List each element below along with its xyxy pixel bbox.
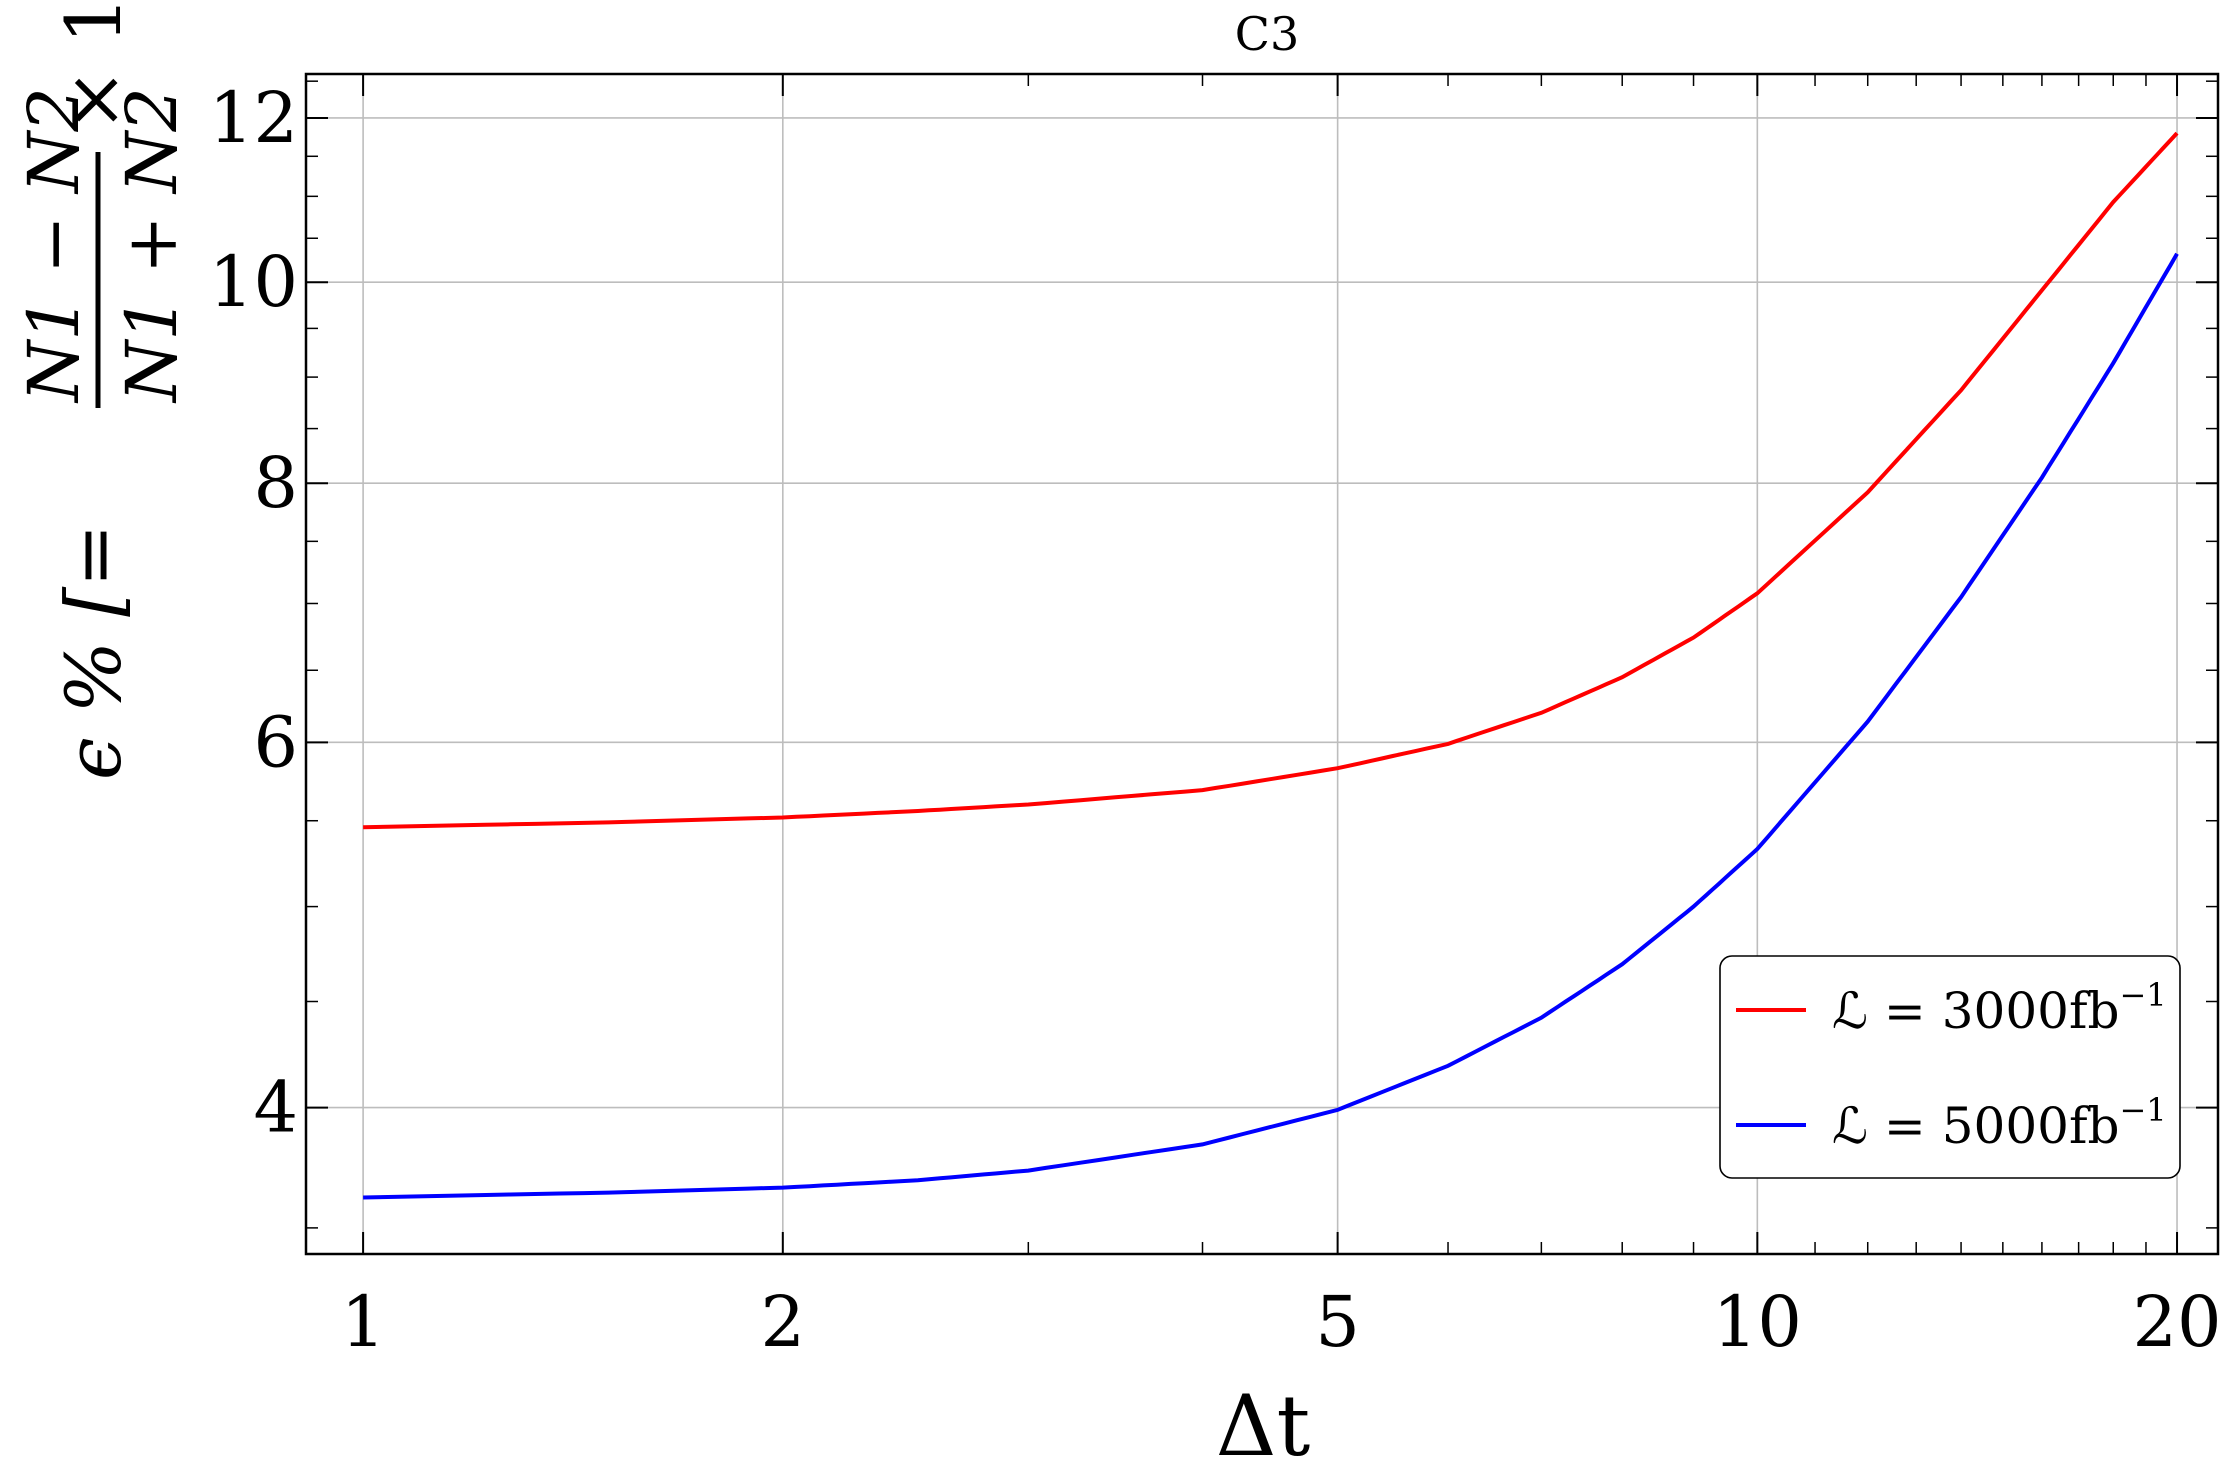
y-tick-label: 4 bbox=[253, 1067, 298, 1149]
y-axis-title: ϵ % [= N1 − N2 N1 + N2 × 100] bbox=[13, 0, 193, 780]
x-tick-labels: 1 2 5 10 20 bbox=[341, 1281, 2222, 1363]
legend-label-5000-main: ℒ = 5000fb bbox=[1832, 1097, 2119, 1155]
x-axis-title: Δt bbox=[1216, 1377, 1311, 1469]
y-axis-title-numerator: N1 − N2 bbox=[13, 87, 95, 404]
legend-label-5000: ℒ = 5000fb−1 bbox=[1832, 1091, 2167, 1155]
legend-label-3000-main: ℒ = 3000fb bbox=[1832, 982, 2119, 1040]
y-tick-label: 10 bbox=[209, 241, 298, 323]
y-tick-labels: 4 6 8 10 12 bbox=[209, 77, 298, 1149]
y-tick-label: 6 bbox=[253, 701, 298, 783]
x-tick-label: 1 bbox=[341, 1281, 386, 1363]
chart-title: C3 bbox=[1235, 7, 1299, 61]
y-tick-label: 12 bbox=[209, 77, 298, 159]
legend-label-3000: ℒ = 3000fb−1 bbox=[1832, 976, 2167, 1040]
legend-box bbox=[1719, 955, 2181, 1179]
plot-frame bbox=[304, 72, 2220, 1256]
grid-lines bbox=[306, 74, 2218, 1254]
x-tick-label: 5 bbox=[1315, 1281, 1360, 1363]
legend-label-5000-sup: −1 bbox=[2119, 1091, 2166, 1129]
y-axis-title-suffix: × 100] bbox=[49, 0, 138, 132]
series-line-1 bbox=[363, 252, 2179, 1200]
major-ticks bbox=[306, 74, 2218, 1254]
x-tick-label: 10 bbox=[1713, 1281, 1802, 1363]
x-tick-label: 20 bbox=[2132, 1281, 2221, 1363]
minor-ticks bbox=[306, 74, 2218, 1254]
y-tick-label: 8 bbox=[253, 442, 298, 524]
series-layer bbox=[363, 131, 2179, 1200]
y-axis-title-denominator: N1 + N2 bbox=[111, 87, 193, 404]
legend: ℒ = 3000fb−1 ℒ = 5000fb−1 bbox=[1719, 955, 2181, 1179]
y-axis-title-prefix: ϵ % [= bbox=[49, 524, 138, 780]
x-tick-label: 2 bbox=[761, 1281, 806, 1363]
series-line-0 bbox=[363, 131, 2179, 830]
legend-label-3000-sup: −1 bbox=[2119, 976, 2166, 1014]
